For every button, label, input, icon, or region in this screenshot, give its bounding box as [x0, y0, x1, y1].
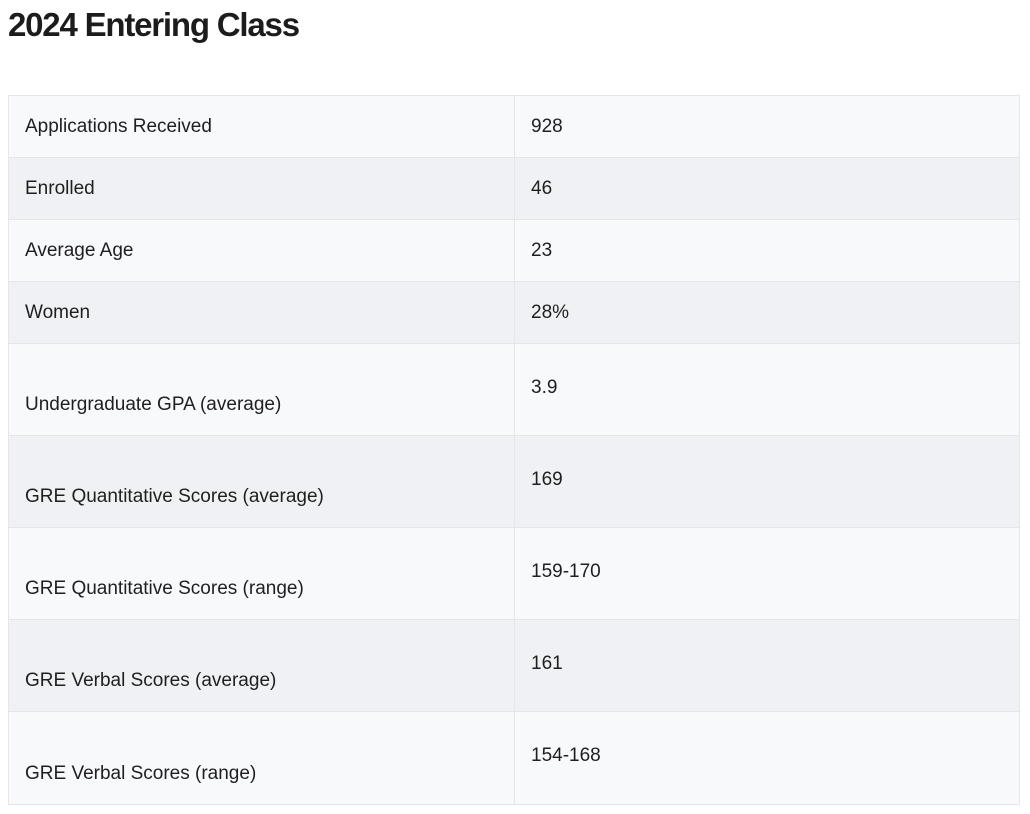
table-row: GRE Quantitative Scores (range) 159-170	[8, 527, 1020, 620]
row-value: 159-170	[514, 527, 1020, 620]
row-label: GRE Quantitative Scores (range)	[8, 527, 515, 620]
row-label: GRE Quantitative Scores (average)	[8, 435, 515, 528]
table-row: Enrolled 46	[8, 157, 1020, 220]
row-label: Undergraduate GPA (average)	[8, 343, 515, 436]
row-value: 161	[514, 619, 1020, 712]
row-label: Average Age	[8, 219, 515, 282]
row-value: 3.9	[514, 343, 1020, 436]
row-value: 23	[514, 219, 1020, 282]
row-value: 928	[514, 95, 1020, 158]
row-value: 169	[514, 435, 1020, 528]
table-row: Women 28%	[8, 281, 1020, 344]
entering-class-table: Applications Received 928 Enrolled 46 Av…	[8, 95, 1020, 805]
row-label: Applications Received	[8, 95, 515, 158]
table-row: GRE Quantitative Scores (average) 169	[8, 435, 1020, 528]
table-row: Undergraduate GPA (average) 3.9	[8, 343, 1020, 436]
table-row: Average Age 23	[8, 219, 1020, 282]
row-value: 46	[514, 157, 1020, 220]
table-row: GRE Verbal Scores (average) 161	[8, 619, 1020, 712]
table-row: Applications Received 928	[8, 95, 1020, 158]
row-label: Women	[8, 281, 515, 344]
row-value: 154-168	[514, 711, 1020, 805]
table-row: GRE Verbal Scores (range) 154-168	[8, 711, 1020, 805]
page-title: 2024 Entering Class	[8, 6, 300, 43]
row-label: GRE Verbal Scores (range)	[8, 711, 515, 805]
row-value: 28%	[514, 281, 1020, 344]
row-label: Enrolled	[8, 157, 515, 220]
row-label: GRE Verbal Scores (average)	[8, 619, 515, 712]
